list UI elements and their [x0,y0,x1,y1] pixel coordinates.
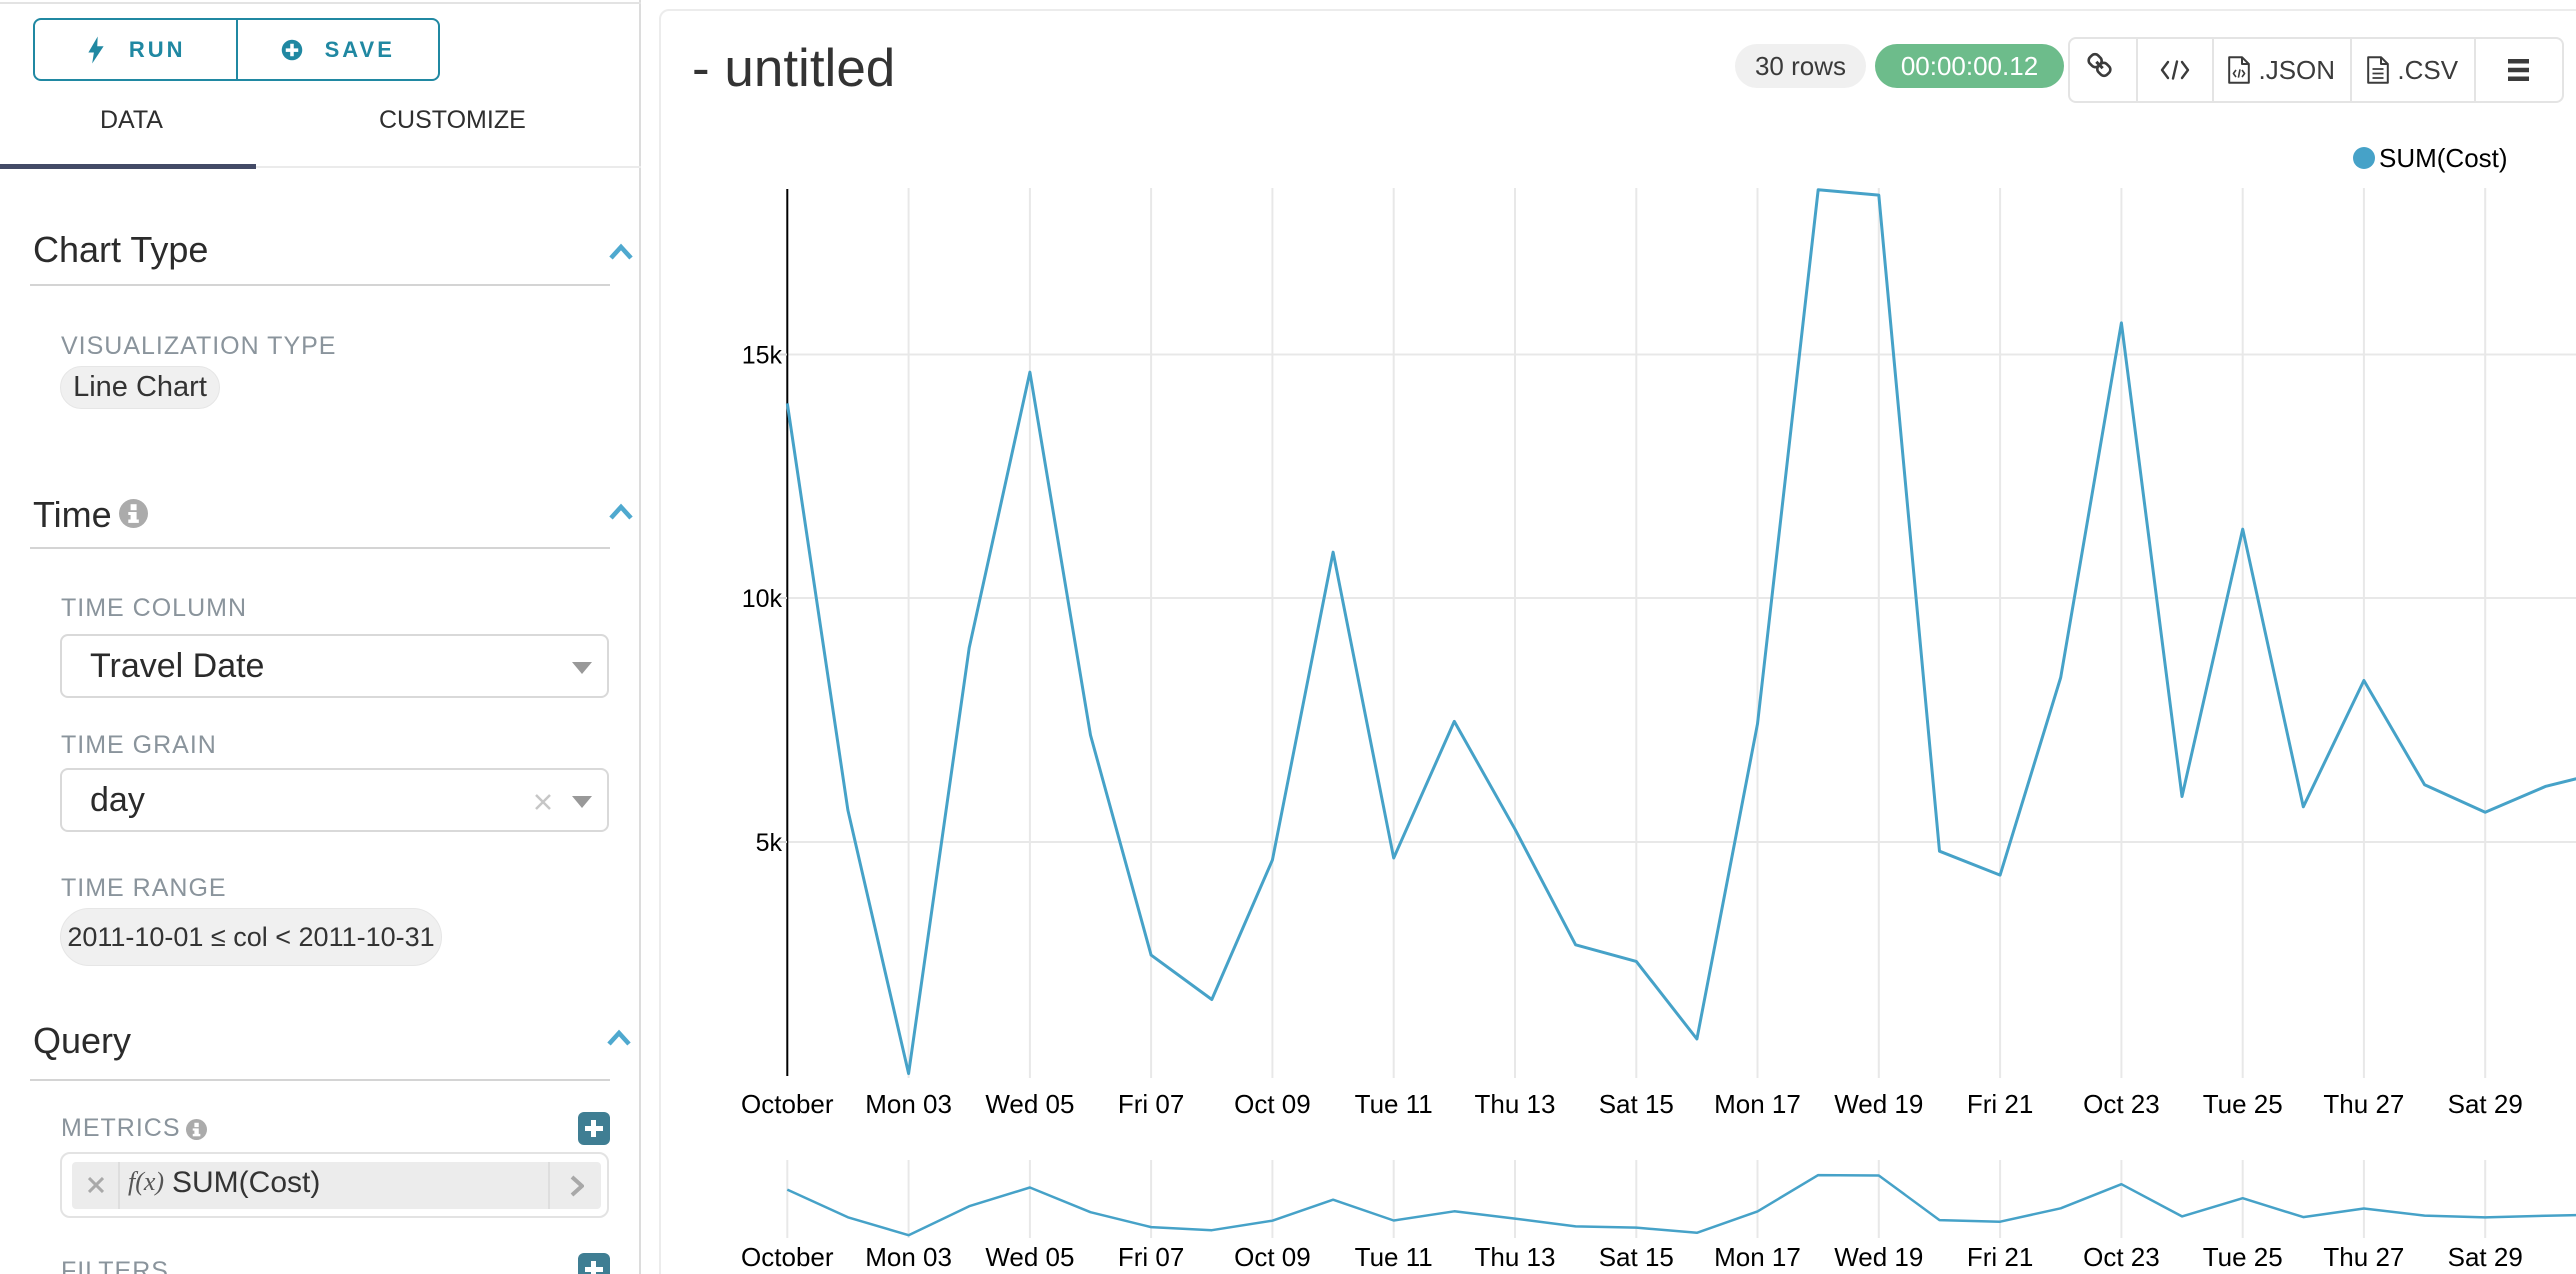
svg-text:Oct 23: Oct 23 [2083,1089,2160,1119]
svg-text:15k: 15k [742,342,783,370]
svg-text:Mon 17: Mon 17 [1714,1242,1801,1272]
svg-text:Tue 11: Tue 11 [1355,1242,1433,1272]
svg-text:Oct 09: Oct 09 [1234,1089,1311,1119]
svg-text:Tue 25: Tue 25 [2203,1242,2283,1272]
svg-text:Fri 07: Fri 07 [1118,1089,1184,1119]
svg-text:Fri 21: Fri 21 [1967,1089,2033,1119]
svg-text:Sat 29: Sat 29 [2448,1089,2523,1119]
svg-text:10k: 10k [742,585,783,613]
svg-text:Sat 15: Sat 15 [1599,1089,1674,1119]
svg-text:SUM(Cost): SUM(Cost) [2379,143,2508,173]
svg-text:Sat 29: Sat 29 [2448,1242,2523,1272]
svg-text:Tue 11: Tue 11 [1355,1089,1433,1119]
svg-text:5k: 5k [756,829,783,857]
svg-text:Sat 15: Sat 15 [1599,1242,1674,1272]
svg-text:Mon 17: Mon 17 [1714,1089,1801,1119]
svg-text:Thu 13: Thu 13 [1475,1242,1556,1272]
svg-text:Tue 25: Tue 25 [2203,1089,2283,1119]
svg-text:Mon 03: Mon 03 [865,1242,952,1272]
svg-text:Oct 09: Oct 09 [1234,1242,1311,1272]
svg-text:Wed 05: Wed 05 [985,1242,1074,1272]
svg-text:Thu 27: Thu 27 [2323,1242,2404,1272]
svg-text:Mon 03: Mon 03 [865,1089,952,1119]
svg-text:Wed 19: Wed 19 [1834,1089,1923,1119]
svg-text:October: October [741,1089,834,1119]
svg-text:Oct 23: Oct 23 [2083,1242,2160,1272]
svg-text:Thu 13: Thu 13 [1475,1089,1556,1119]
svg-text:Wed 19: Wed 19 [1834,1242,1923,1272]
svg-text:Wed 05: Wed 05 [985,1089,1074,1119]
svg-text:Fri 07: Fri 07 [1118,1242,1184,1272]
svg-text:Fri 21: Fri 21 [1967,1242,2033,1272]
svg-text:Thu 27: Thu 27 [2323,1089,2404,1119]
svg-text:October: October [741,1242,834,1272]
